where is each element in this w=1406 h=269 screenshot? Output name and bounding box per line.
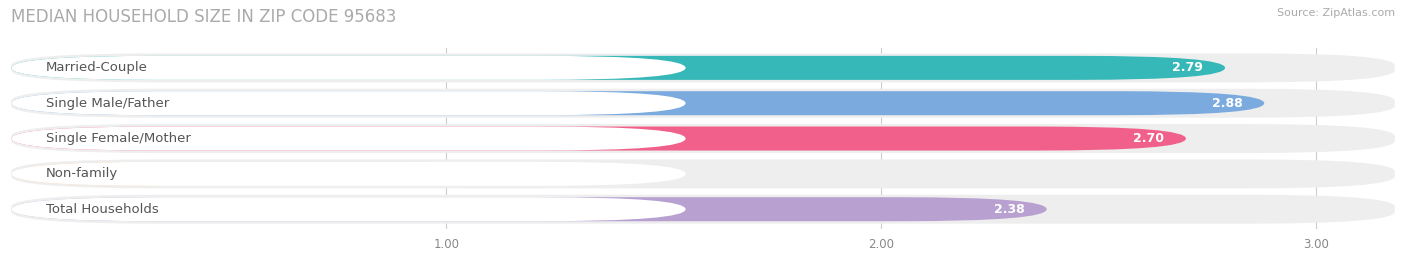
Text: 1.24: 1.24 xyxy=(498,167,529,180)
FancyBboxPatch shape xyxy=(11,126,686,151)
Text: Total Households: Total Households xyxy=(46,203,159,216)
Text: Married-Couple: Married-Couple xyxy=(46,61,148,74)
FancyBboxPatch shape xyxy=(11,124,1395,153)
FancyBboxPatch shape xyxy=(11,195,1395,224)
FancyBboxPatch shape xyxy=(11,162,551,186)
Text: Source: ZipAtlas.com: Source: ZipAtlas.com xyxy=(1277,8,1395,18)
Text: 2.70: 2.70 xyxy=(1133,132,1164,145)
Text: Single Female/Mother: Single Female/Mother xyxy=(46,132,191,145)
FancyBboxPatch shape xyxy=(11,56,1225,80)
FancyBboxPatch shape xyxy=(11,91,686,115)
Text: Single Male/Father: Single Male/Father xyxy=(46,97,169,110)
FancyBboxPatch shape xyxy=(11,89,1395,118)
Text: MEDIAN HOUSEHOLD SIZE IN ZIP CODE 95683: MEDIAN HOUSEHOLD SIZE IN ZIP CODE 95683 xyxy=(11,8,396,26)
Text: 2.79: 2.79 xyxy=(1173,61,1204,74)
Text: 2.38: 2.38 xyxy=(994,203,1025,216)
Text: Non-family: Non-family xyxy=(46,167,118,180)
FancyBboxPatch shape xyxy=(11,91,1264,115)
FancyBboxPatch shape xyxy=(11,162,686,186)
FancyBboxPatch shape xyxy=(11,197,686,221)
FancyBboxPatch shape xyxy=(11,126,1185,151)
Text: 2.88: 2.88 xyxy=(1212,97,1243,110)
FancyBboxPatch shape xyxy=(11,53,1395,82)
FancyBboxPatch shape xyxy=(11,197,1046,221)
FancyBboxPatch shape xyxy=(11,160,1395,188)
FancyBboxPatch shape xyxy=(11,56,686,80)
